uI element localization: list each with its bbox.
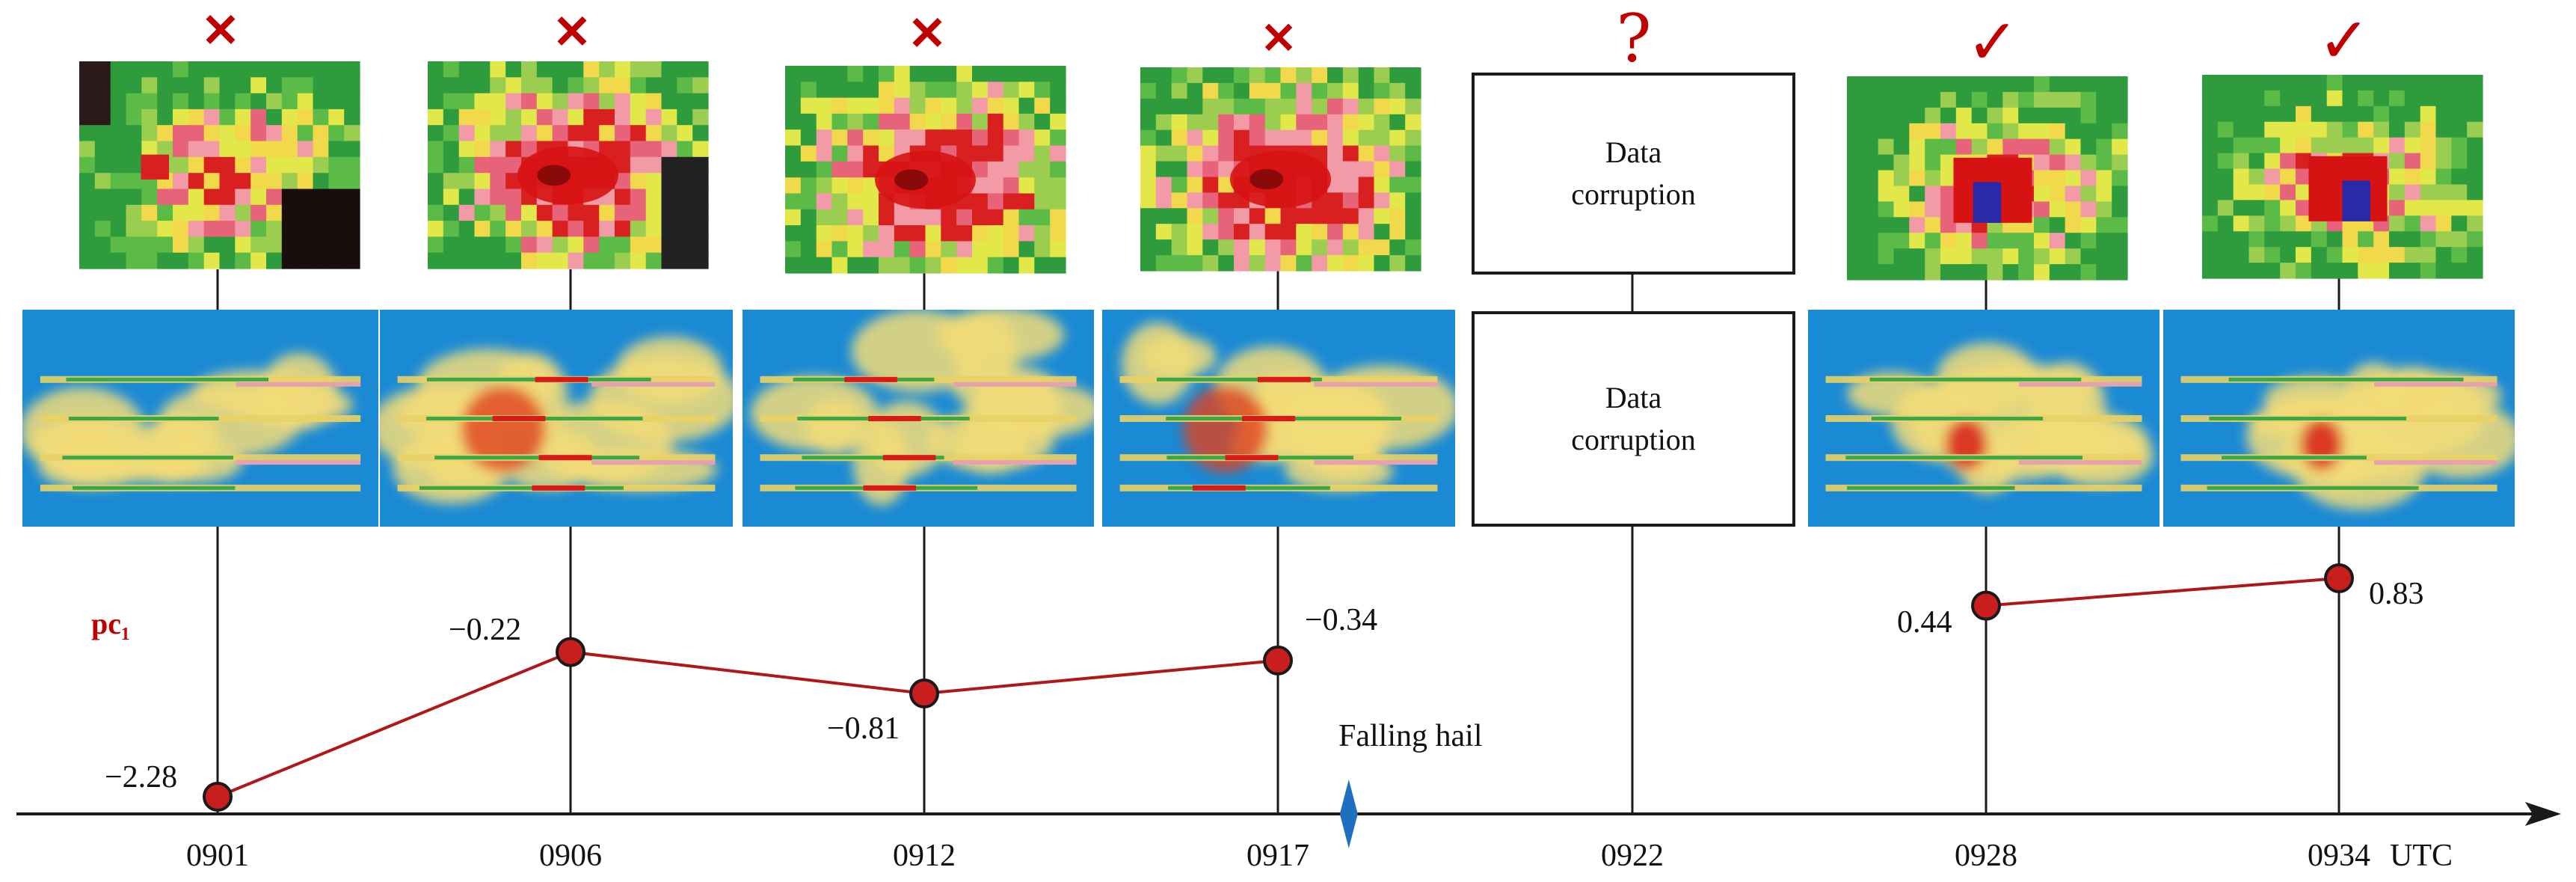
question-mark-icon: ? bbox=[1616, 0, 1652, 77]
reflectivity-image bbox=[1847, 76, 2128, 281]
data-corruption-text-top: Data corruption bbox=[1571, 135, 1696, 211]
time-label: 0906 bbox=[539, 839, 602, 873]
reflectivity-image bbox=[2202, 75, 2483, 279]
data-point bbox=[2324, 563, 2354, 593]
time-label: 0917 bbox=[1246, 839, 1309, 873]
data-point bbox=[909, 679, 939, 708]
time-label: 0928 bbox=[1955, 839, 2017, 873]
time-label: 0922 bbox=[1601, 839, 1664, 873]
falling-hail-label: Falling hail bbox=[1338, 719, 1483, 753]
data-label: −2.28 bbox=[105, 760, 178, 794]
hail-marker-icon bbox=[1339, 780, 1358, 848]
reflectivity-image bbox=[1140, 67, 1421, 272]
radar-3d-image bbox=[2163, 310, 2515, 527]
data-corruption-box-top: Data corruption bbox=[1472, 73, 1795, 275]
reflectivity-image bbox=[428, 61, 709, 269]
data-label: 0.83 bbox=[2369, 577, 2424, 611]
series-line bbox=[1985, 577, 2340, 607]
data-corruption-text-bottom: Data corruption bbox=[1571, 381, 1696, 456]
time-label: 0934 bbox=[2308, 839, 2370, 873]
reflectivity-image bbox=[79, 61, 360, 269]
utc-label: UTC bbox=[2390, 839, 2453, 873]
data-label: −0.34 bbox=[1305, 603, 1378, 637]
time-label: 0912 bbox=[893, 839, 956, 873]
data-point bbox=[203, 782, 233, 812]
cross-mark-icon: ✕ bbox=[201, 3, 240, 58]
reflectivity-image bbox=[785, 66, 1066, 274]
data-label: −0.22 bbox=[449, 613, 522, 647]
check-mark-icon: ✓ bbox=[2317, 4, 2371, 77]
data-point bbox=[1263, 645, 1293, 676]
cross-mark-icon: ✕ bbox=[1260, 13, 1297, 64]
data-point bbox=[1971, 590, 2001, 621]
check-mark-icon: ✓ bbox=[1966, 5, 2020, 79]
data-label: −0.81 bbox=[827, 711, 900, 746]
cross-mark-icon: ✕ bbox=[553, 4, 591, 59]
data-point bbox=[556, 637, 585, 667]
radar-3d-image bbox=[22, 310, 378, 527]
radar-3d-image bbox=[1102, 310, 1455, 527]
cross-mark-icon: ✕ bbox=[908, 6, 947, 61]
time-label: 0901 bbox=[186, 839, 249, 873]
series-label: pc₁ bbox=[91, 607, 130, 640]
series-line bbox=[217, 650, 1279, 798]
data-corruption-box-bottom: Data corruption bbox=[1472, 311, 1795, 527]
axis-arrow-icon bbox=[2525, 802, 2561, 826]
radar-3d-image bbox=[1808, 310, 2160, 527]
radar-3d-image bbox=[380, 310, 733, 527]
radar-3d-image bbox=[743, 310, 1094, 527]
data-label: 0.44 bbox=[1897, 605, 1952, 640]
